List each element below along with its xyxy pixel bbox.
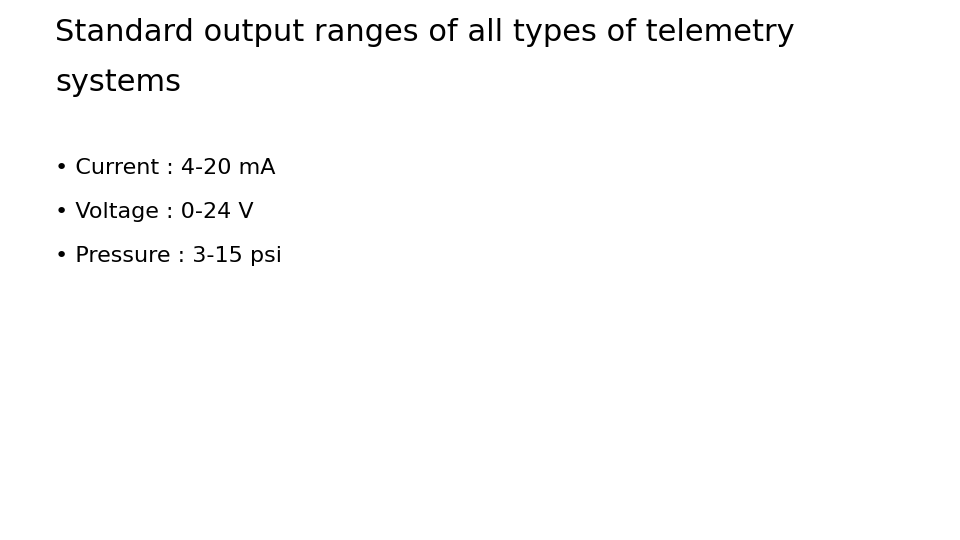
- Text: • Pressure : 3-15 psi: • Pressure : 3-15 psi: [55, 246, 282, 266]
- Text: • Current : 4-20 mA: • Current : 4-20 mA: [55, 158, 276, 178]
- Text: • Voltage : 0-24 V: • Voltage : 0-24 V: [55, 202, 253, 222]
- Text: systems: systems: [55, 68, 181, 97]
- Text: Standard output ranges of all types of telemetry: Standard output ranges of all types of t…: [55, 18, 795, 47]
